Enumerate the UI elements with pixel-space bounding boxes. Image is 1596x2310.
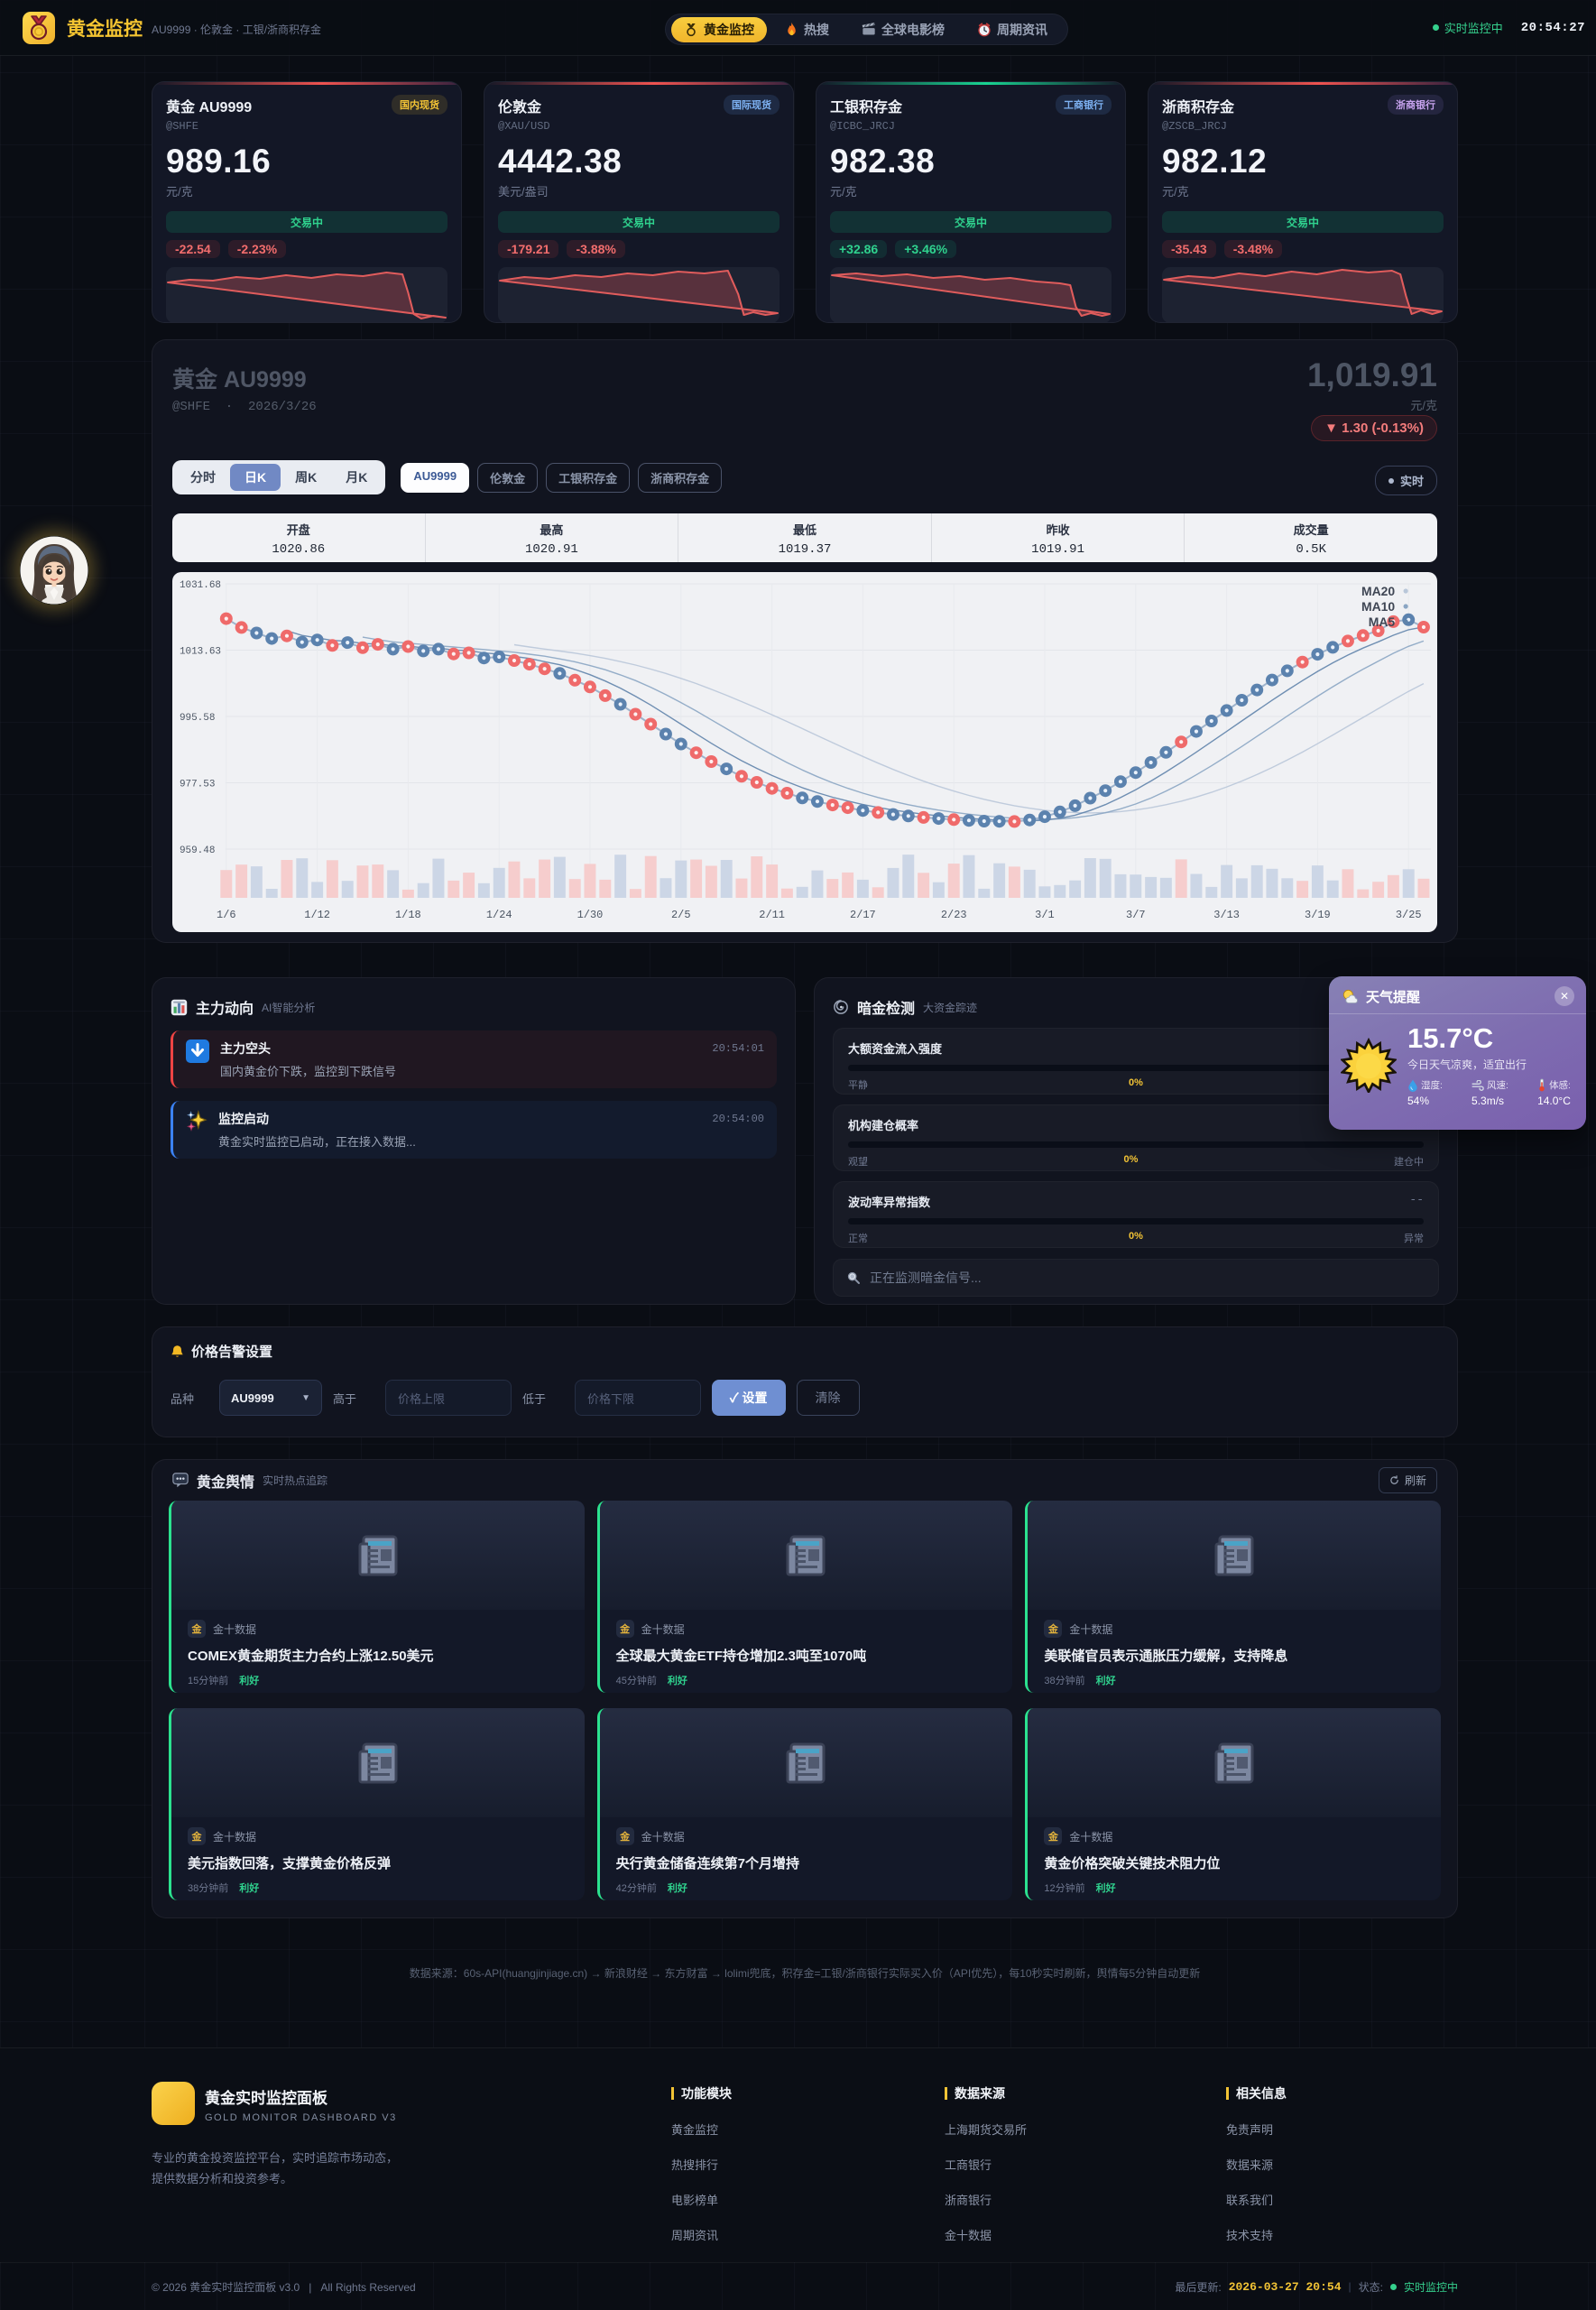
svg-text:1/12: 1/12 — [304, 909, 330, 921]
svg-text:2/23: 2/23 — [941, 909, 967, 921]
svg-text:3/25: 3/25 — [1396, 909, 1422, 921]
svg-text:977.53: 977.53 — [180, 779, 215, 790]
svg-text:1/30: 1/30 — [577, 909, 604, 921]
svg-text:959.48: 959.48 — [180, 845, 215, 856]
svg-text:995.58: 995.58 — [180, 713, 215, 724]
svg-text:2/11: 2/11 — [759, 909, 785, 921]
svg-text:1/6: 1/6 — [217, 909, 236, 921]
svg-text:3/7: 3/7 — [1126, 909, 1146, 921]
svg-text:MA10: MA10 — [1361, 599, 1395, 614]
svg-text:1/24: 1/24 — [486, 909, 512, 921]
svg-text:MA5: MA5 — [1369, 614, 1396, 629]
svg-text:1031.68: 1031.68 — [180, 580, 221, 591]
svg-text:1/18: 1/18 — [395, 909, 421, 921]
svg-text:2/17: 2/17 — [850, 909, 876, 921]
svg-text:2/5: 2/5 — [671, 909, 691, 921]
svg-text:MA20: MA20 — [1361, 584, 1395, 598]
svg-text:1013.63: 1013.63 — [180, 646, 221, 657]
svg-text:3/13: 3/13 — [1213, 909, 1240, 921]
svg-text:3/1: 3/1 — [1035, 909, 1055, 921]
svg-text:3/19: 3/19 — [1305, 909, 1331, 921]
